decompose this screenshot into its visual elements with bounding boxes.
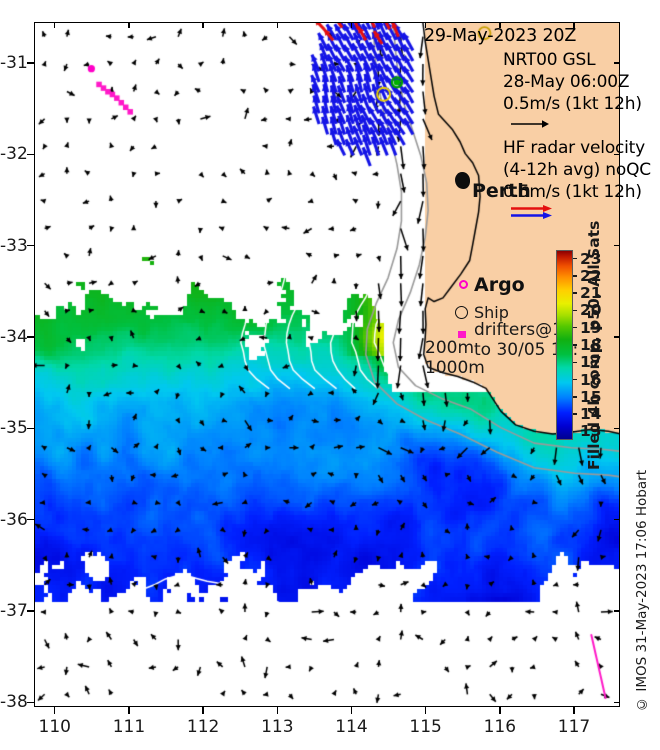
date-title: 29-May-2023 20Z	[424, 26, 577, 46]
colorbar-tick-label: 20	[580, 301, 602, 320]
x-axis-label: 113	[261, 717, 294, 737]
colorbar-tick	[573, 396, 577, 398]
y-axis-tick	[27, 153, 34, 156]
hf-radar-scale-arrow-icon	[511, 205, 552, 219]
x-axis-tick-top	[350, 22, 353, 28]
y-axis-tick-right	[614, 610, 620, 612]
credit-text: © IMOS 31-May-2023 17:06 Hobart	[634, 470, 650, 712]
colorbar-tick	[573, 361, 577, 363]
x-axis-tick-top	[54, 22, 56, 28]
x-axis-label: 115	[409, 717, 442, 737]
colorbar-tick-label: 21	[580, 284, 602, 303]
x-axis-label: 116	[483, 717, 517, 737]
colorbar-tick	[573, 344, 577, 346]
colorbar-tick	[573, 413, 577, 415]
colorbar-tick-label: 17	[580, 353, 602, 372]
y-axis-tick-right	[614, 427, 620, 430]
colorbar-tick-label: 19	[580, 318, 602, 337]
hf-radar-title: HF radar velocity	[503, 138, 646, 158]
x-axis-tick-top	[424, 22, 427, 28]
colorbar-tick-label: 23	[580, 249, 602, 268]
y-axis-tick-right	[614, 62, 620, 64]
ship-legend-label: Ship	[474, 303, 509, 322]
geostrophic-scale-arrow-icon	[511, 120, 549, 128]
y-axis-label: -33	[0, 235, 28, 256]
sst-colorbar[interactable]: 23 22 21 20 19 18 17 16 15 14 13	[556, 250, 602, 440]
y-axis-tick	[27, 336, 34, 338]
colorbar-tick	[573, 378, 577, 381]
isobath-1000m-label: 1000m	[425, 358, 485, 378]
x-axis-tick-top	[202, 22, 204, 28]
argo-marker-icon	[459, 280, 468, 289]
sst-current-map-canvas[interactable]	[35, 23, 619, 706]
y-axis-tick	[27, 245, 34, 247]
perth-label: Perth	[472, 180, 531, 202]
colorbar-tick-label: 16	[580, 370, 602, 389]
hf-radar-subtitle: (4-12h avg) noQC	[503, 160, 651, 180]
hf-radar-scale-label: 0.5m/s (1kt 12h)	[503, 182, 642, 202]
colorbar-title: Filled 4h comp, p50, All Sats	[585, 220, 603, 470]
y-axis-tick	[27, 427, 34, 430]
x-axis-tick-top	[128, 22, 130, 28]
geostrophic-scale-label: 0.5m/s (1kt 12h)	[503, 94, 642, 114]
ship-marker-icon	[455, 306, 468, 319]
drifters-legend-label-line2: to 30/05 12:	[474, 340, 579, 360]
colorbar-tick	[573, 257, 577, 260]
colorbar-tick	[573, 430, 577, 433]
x-axis-tick	[276, 707, 278, 714]
colorbar-tick-label: 15	[580, 387, 602, 406]
x-axis-tick	[128, 707, 130, 714]
drifters-legend-label-line1: drifters@12	[474, 320, 574, 340]
x-axis-label: 111	[112, 717, 146, 737]
x-axis-tick-top	[276, 22, 278, 28]
x-axis-tick	[573, 707, 575, 714]
y-axis-tick	[27, 701, 34, 704]
drifter-marker-icon	[458, 331, 466, 338]
x-axis-label: 112	[186, 717, 220, 737]
x-axis-label: 114	[335, 717, 368, 737]
x-axis-tick	[54, 707, 56, 714]
colorbar-tick-label: 18	[580, 336, 602, 354]
y-axis-tick-right	[614, 701, 620, 704]
y-axis-label: -37	[0, 601, 28, 622]
y-axis-label: -34	[0, 327, 28, 348]
y-axis-tick	[27, 519, 34, 521]
x-axis-tick-top	[573, 22, 575, 28]
isobath-200m-label: 200m	[425, 338, 475, 358]
y-axis-tick-right	[614, 245, 620, 247]
x-axis-tick	[424, 707, 427, 714]
x-axis-tick	[499, 707, 501, 714]
x-axis-tick	[202, 707, 204, 714]
colorbar-tick	[573, 292, 577, 294]
argo-legend-label: Argo	[474, 274, 525, 296]
y-axis-tick	[27, 62, 34, 64]
map-plot-area[interactable]	[34, 22, 620, 707]
y-axis-tick	[27, 610, 34, 612]
colorbar-tick	[573, 275, 577, 277]
x-axis-tick-top	[499, 22, 501, 28]
y-axis-label: -35	[0, 418, 28, 439]
y-axis-label: -31	[0, 53, 28, 74]
colorbar-tick	[573, 309, 577, 312]
y-axis-tick-right	[614, 519, 620, 521]
product-source-label: NRT00 GSL	[503, 50, 596, 70]
x-axis-label: 117	[557, 717, 591, 737]
colorbar-tick-label: 14	[580, 405, 602, 424]
y-axis-label: -32	[0, 144, 28, 165]
x-axis-tick	[350, 707, 353, 714]
colorbar-tick-label: 13	[580, 422, 602, 441]
y-axis-tick-right	[614, 336, 620, 338]
y-axis-label: -38	[0, 692, 28, 713]
y-axis-label: -36	[0, 509, 28, 530]
colorbar-gradient	[556, 250, 573, 440]
colorbar-tick	[573, 327, 577, 329]
x-axis-label: 110	[38, 717, 71, 737]
colorbar-tick-label: 22	[580, 266, 602, 285]
perth-marker	[455, 172, 470, 189]
y-axis-tick-right	[614, 153, 620, 156]
product-timestamp-label: 28-May 06:00Z	[503, 72, 630, 92]
